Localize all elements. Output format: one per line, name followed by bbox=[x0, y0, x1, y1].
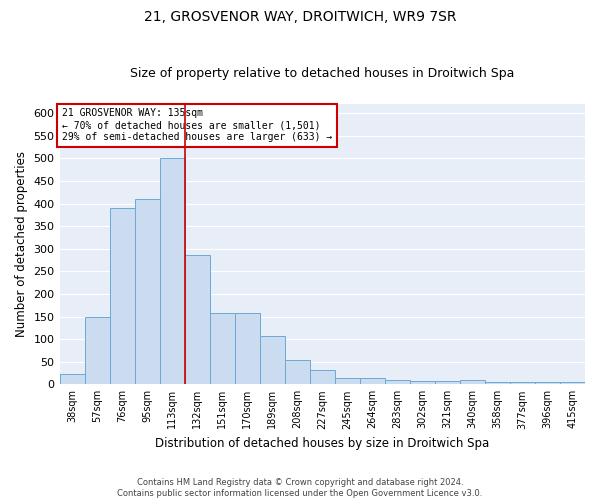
Bar bbox=[410, 380, 435, 384]
Bar bbox=[209, 313, 235, 384]
Bar bbox=[134, 199, 160, 384]
Text: Contains HM Land Registry data © Crown copyright and database right 2024.
Contai: Contains HM Land Registry data © Crown c… bbox=[118, 478, 482, 498]
Bar bbox=[110, 208, 134, 384]
Bar bbox=[85, 317, 110, 384]
Bar bbox=[435, 380, 460, 384]
Bar bbox=[385, 380, 410, 384]
Bar bbox=[460, 380, 485, 384]
Bar bbox=[59, 374, 85, 384]
Bar bbox=[560, 382, 585, 384]
Y-axis label: Number of detached properties: Number of detached properties bbox=[15, 152, 28, 338]
Bar bbox=[285, 360, 310, 384]
Bar bbox=[335, 378, 360, 384]
Bar bbox=[260, 336, 285, 384]
Bar bbox=[510, 382, 535, 384]
X-axis label: Distribution of detached houses by size in Droitwich Spa: Distribution of detached houses by size … bbox=[155, 437, 490, 450]
Bar bbox=[310, 370, 335, 384]
Text: 21, GROSVENOR WAY, DROITWICH, WR9 7SR: 21, GROSVENOR WAY, DROITWICH, WR9 7SR bbox=[144, 10, 456, 24]
Bar bbox=[535, 382, 560, 384]
Bar bbox=[360, 378, 385, 384]
Bar bbox=[485, 382, 510, 384]
Bar bbox=[235, 313, 260, 384]
Bar bbox=[185, 255, 209, 384]
Title: Size of property relative to detached houses in Droitwich Spa: Size of property relative to detached ho… bbox=[130, 66, 514, 80]
Text: 21 GROSVENOR WAY: 135sqm
← 70% of detached houses are smaller (1,501)
29% of sem: 21 GROSVENOR WAY: 135sqm ← 70% of detach… bbox=[62, 108, 332, 142]
Bar bbox=[160, 158, 185, 384]
